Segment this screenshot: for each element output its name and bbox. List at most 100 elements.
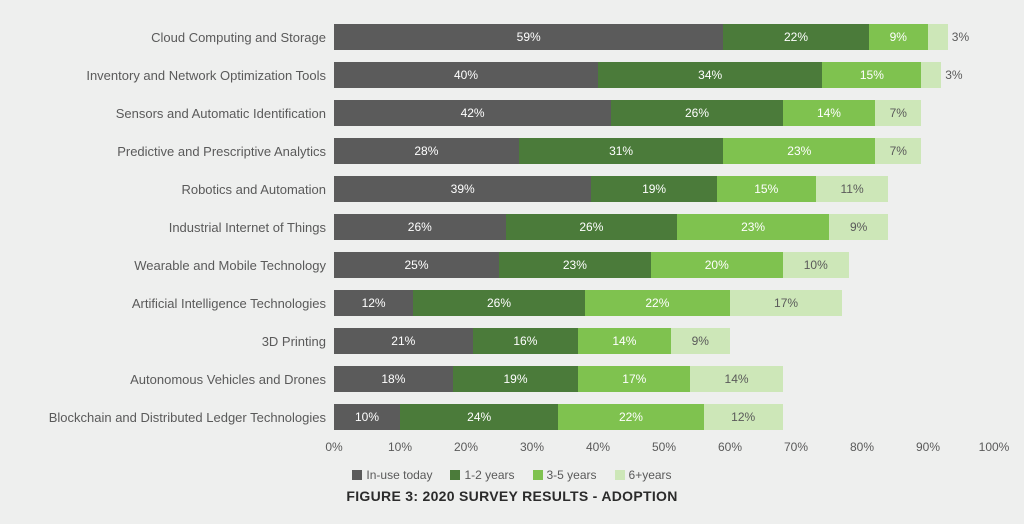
legend-swatch	[533, 470, 543, 480]
chart-row: Autonomous Vehicles and Drones18%19%17%1…	[30, 362, 994, 396]
bar-track: 18%19%17%14%	[334, 366, 994, 392]
segment-value-label: 21%	[391, 334, 415, 348]
bar-stack: 10%24%22%12%	[334, 404, 783, 430]
bar-segment-in_use: 40%	[334, 62, 598, 88]
bar-segment-y1_2: 19%	[591, 176, 716, 202]
segment-value-label: 23%	[787, 144, 811, 158]
segment-value-label: 28%	[414, 144, 438, 158]
bar-segment-y3_5: 20%	[651, 252, 783, 278]
bar-segment-y1_2: 26%	[611, 100, 783, 126]
segment-value-label: 59%	[517, 30, 541, 44]
category-label: Artificial Intelligence Technologies	[30, 296, 334, 311]
legend-swatch	[615, 470, 625, 480]
segment-value-label: 7%	[890, 144, 907, 158]
bar-segment-in_use: 39%	[334, 176, 591, 202]
legend-item-y1_2: 1-2 years	[450, 468, 514, 482]
category-label: Inventory and Network Optimization Tools	[30, 68, 334, 83]
bar-segment-y1_2: 19%	[453, 366, 578, 392]
segment-value-label: 42%	[461, 106, 485, 120]
chart-row: Cloud Computing and Storage59%22%9%3%3%	[30, 20, 994, 54]
chart-caption: FIGURE 3: 2020 SURVEY RESULTS - ADOPTION	[0, 488, 1024, 504]
adoption-chart: Cloud Computing and Storage59%22%9%3%3%I…	[30, 20, 994, 464]
legend-label: In-use today	[366, 468, 432, 482]
x-tick-label: 100%	[979, 440, 1010, 454]
x-tick-label: 60%	[718, 440, 742, 454]
bar-segment-y6p: 9%	[829, 214, 888, 240]
bar-stack: 12%26%22%17%	[334, 290, 842, 316]
bar-stack: 42% 26% 14% 7%	[334, 100, 921, 126]
bar-track: 10%24%22%12%	[334, 404, 994, 430]
chart-row: Blockchain and Distributed Ledger Techno…	[30, 400, 994, 434]
bar-stack: 18%19%17%14%	[334, 366, 783, 392]
segment-value-label: 18%	[381, 372, 405, 386]
bar-segment-y6p: 9%	[671, 328, 730, 354]
segment-value-label: 16%	[513, 334, 537, 348]
segment-value-label: 10%	[804, 258, 828, 272]
bar-segment-in_use: 18%	[334, 366, 453, 392]
segment-value-label: 26%	[408, 220, 432, 234]
x-tick-label: 10%	[388, 440, 412, 454]
bar-track: 12%26%22%17%	[334, 290, 994, 316]
bar-track: 59% 22% 9% 3%3%	[334, 24, 994, 50]
bar-track: 28% 31% 23% 7%	[334, 138, 994, 164]
category-label: Wearable and Mobile Technology	[30, 258, 334, 273]
chart-row: Sensors and Automatic Identification 42% 2…	[30, 96, 994, 130]
segment-value-label: 40%	[454, 68, 478, 82]
category-label: 3D Printing	[30, 334, 334, 349]
segment-value-label: 9%	[890, 30, 907, 44]
bar-segment-y6p: 10%	[783, 252, 849, 278]
bar-track: 39% 19%15%11%	[334, 176, 994, 202]
x-axis-labels: 0%10%20%30%40%50%60%70%80%90%100%	[334, 440, 994, 460]
segment-value-label: 39%	[451, 182, 475, 196]
bar-segment-y3_5: 15%	[717, 176, 816, 202]
segment-value-label: 22%	[645, 296, 669, 310]
segment-value-label: 31%	[609, 144, 633, 158]
segment-value-label: 22%	[784, 30, 808, 44]
bar-stack: 26% 26% 23%9%	[334, 214, 888, 240]
x-tick-label: 80%	[850, 440, 874, 454]
bar-track: 26% 26% 23%9%	[334, 214, 994, 240]
chart-row: Predictive and Prescriptive Analytics28%…	[30, 134, 994, 168]
bar-stack: 21% 16% 14%9%	[334, 328, 730, 354]
bar-segment-y1_2: 26%	[506, 214, 678, 240]
category-label: Industrial Internet of Things	[30, 220, 334, 235]
segment-value-label: 26%	[579, 220, 603, 234]
segment-value-label: 17%	[622, 372, 646, 386]
x-tick-label: 90%	[916, 440, 940, 454]
bar-segment-in_use: 26%	[334, 214, 506, 240]
bar-stack: 59% 22% 9% 3%	[334, 24, 948, 50]
chart-row: Industrial Internet of Things 26% 26% 23%9%	[30, 210, 994, 244]
segment-value-label: 25%	[404, 258, 428, 272]
bar-segment-y1_2: 34%	[598, 62, 822, 88]
bar-segment-y1_2: 16%	[473, 328, 579, 354]
bar-segment-y6p: 3%	[928, 24, 948, 50]
bar-segment-in_use: 59%	[334, 24, 723, 50]
bar-track: 42% 26% 14% 7%	[334, 100, 994, 126]
category-label: Robotics and Automation	[30, 182, 334, 197]
bar-segment-in_use: 10%	[334, 404, 400, 430]
legend-swatch	[352, 470, 362, 480]
bar-segment-y3_5: 9%	[869, 24, 928, 50]
bar-stack: 25%23%20%10%	[334, 252, 849, 278]
x-tick-label: 50%	[652, 440, 676, 454]
bar-segment-y6p: 12%	[704, 404, 783, 430]
bar-segment-y1_2: 26%	[413, 290, 585, 316]
segment-value-label: 20%	[705, 258, 729, 272]
segment-value-label-outside: 3%	[945, 68, 962, 82]
segment-value-label: 7%	[890, 106, 907, 120]
bar-track: 40%34%15%3%3%	[334, 62, 994, 88]
segment-value-label: 34%	[698, 68, 722, 82]
bar-track: 21% 16% 14%9%	[334, 328, 994, 354]
bar-segment-y1_2: 31%	[519, 138, 724, 164]
legend-swatch	[450, 470, 460, 480]
bar-stack: 39% 19%15%11%	[334, 176, 888, 202]
bar-segment-y3_5: 14%	[578, 328, 670, 354]
segment-value-label: 14%	[817, 106, 841, 120]
category-label: Sensors and Automatic Identification	[30, 106, 334, 121]
bar-segment-y3_5: 23%	[677, 214, 829, 240]
chart-row: Inventory and Network Optimization Tools…	[30, 58, 994, 92]
segment-value-label: 12%	[731, 410, 755, 424]
bar-segment-y6p: 11%	[816, 176, 889, 202]
legend-item-in_use: In-use today	[352, 468, 432, 482]
bar-segment-in_use: 42%	[334, 100, 611, 126]
